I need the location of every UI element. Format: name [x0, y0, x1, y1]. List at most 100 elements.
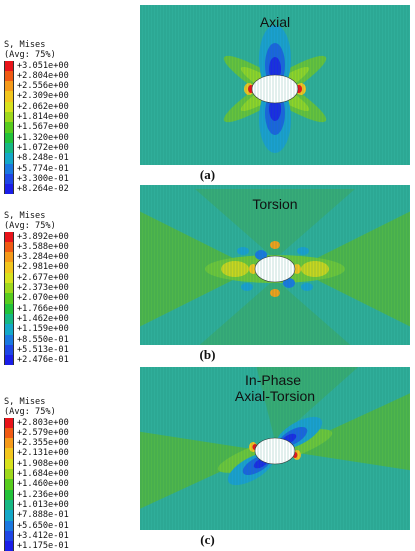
legend-swatch	[4, 427, 14, 439]
legend-value: +1.159e+00	[17, 324, 69, 335]
legend-swatch	[4, 499, 14, 511]
legend-value: +1.013e+00	[17, 499, 69, 510]
legend-value: +3.051e+00	[17, 60, 69, 71]
legend-swatch	[4, 313, 14, 325]
legend-entry: +2.804e+00	[4, 70, 136, 82]
legend-entry: +1.236e+00	[4, 489, 136, 500]
legend-swatch	[4, 479, 14, 490]
contour-plot-torsion: Torsion	[140, 185, 410, 345]
legend-swatch	[4, 324, 14, 335]
legend-value: +2.677e+00	[17, 272, 69, 283]
legend-swatch	[4, 252, 14, 263]
legend-title: S, Mises	[4, 40, 46, 50]
legend-swatch	[4, 510, 14, 521]
legend-entry: +1.814e+00	[4, 112, 136, 123]
legend-entry: +1.320e+00	[4, 132, 136, 143]
legend-value: +1.460e+00	[17, 479, 69, 490]
legend-value: +1.908e+00	[17, 458, 69, 469]
legend-swatch	[4, 458, 14, 470]
legend-swatch	[4, 417, 14, 428]
legend-swatch	[4, 448, 14, 459]
legend-entry: +3.284e+00	[4, 252, 136, 263]
legend-swatch	[4, 272, 14, 284]
legend-entry: +2.803e+00	[4, 417, 136, 428]
legend-swatch	[4, 231, 14, 242]
legend-entry: +2.677e+00	[4, 272, 136, 284]
legend-entry: +2.373e+00	[4, 283, 136, 294]
legend-swatch	[4, 355, 14, 366]
legend-value: +3.284e+00	[17, 252, 69, 263]
legend-entry: +2.981e+00	[4, 262, 136, 273]
legend-swatch	[4, 334, 14, 345]
legend-value: +2.804e+00	[17, 70, 69, 81]
legend-swatch	[4, 112, 14, 123]
legend-entry: +1.567e+00	[4, 122, 136, 133]
legend-value: +2.579e+00	[17, 427, 69, 438]
legend-c: S, Mises (Avg: 75%) +2.803e+00 +2.579e+00…	[4, 397, 136, 551]
legend-swatch	[4, 344, 14, 356]
legend-rows: +3.892e+00 +3.588e+00 +3.284e+00 +2.981e+00…	[4, 231, 136, 366]
legend-swatch	[4, 173, 14, 185]
legend-a: S, Mises (Avg: 75%) +3.051e+00 +2.804e+00…	[4, 40, 136, 195]
panel-a: S, Mises (Avg: 75%) +3.051e+00 +2.804e+00…	[0, 0, 415, 195]
legend-swatch	[4, 101, 14, 113]
legend-entry: +2.476e-01	[4, 355, 136, 366]
sim-label-torsion: Torsion	[252, 196, 297, 212]
legend-entry: +1.908e+00	[4, 458, 136, 470]
legend-swatch	[4, 184, 14, 195]
legend-value: +2.070e+00	[17, 293, 69, 304]
legend-value: +2.476e-01	[17, 355, 69, 366]
legend-swatch	[4, 541, 14, 551]
legend-swatch	[4, 469, 14, 480]
sim-label-in-phase: In-Phase Axial-Torsion	[235, 372, 315, 404]
legend-entry: +3.300e-01	[4, 173, 136, 185]
legend-entry: +1.013e+00	[4, 499, 136, 511]
legend-entry: +1.462e+00	[4, 313, 136, 325]
legend-value: +2.556e+00	[17, 81, 69, 92]
legend-value: +5.774e-01	[17, 163, 69, 174]
legend-value: +8.248e-01	[17, 153, 69, 164]
legend-entry: +2.131e+00	[4, 448, 136, 459]
legend-swatch	[4, 283, 14, 294]
legend-entry: +1.159e+00	[4, 324, 136, 335]
legend-entry: +8.264e-02	[4, 184, 136, 195]
legend-value: +5.650e-01	[17, 520, 69, 531]
legend-title: S, Mises	[4, 211, 46, 221]
legend-entry: +1.175e-01	[4, 541, 136, 551]
legend-value: +8.264e-02	[17, 184, 69, 195]
legend-rows: +3.051e+00 +2.804e+00 +2.556e+00 +2.309e+00…	[4, 60, 136, 195]
legend-entry: +1.072e+00	[4, 142, 136, 154]
sim-label-axial: Axial	[260, 14, 290, 30]
legend-value: +7.888e-01	[17, 510, 69, 521]
legend-value: +2.981e+00	[17, 262, 69, 273]
legend-entry: +8.248e-01	[4, 153, 136, 164]
legend-swatch	[4, 70, 14, 82]
legend-value: +3.588e+00	[17, 241, 69, 252]
caption-a: (a)	[199, 167, 216, 182]
caption-c: (c)	[200, 532, 215, 547]
legend-swatch	[4, 142, 14, 154]
legend-entry: +1.684e+00	[4, 469, 136, 480]
legend-avg: (Avg: 75%)	[4, 50, 56, 61]
legend-entry: +3.051e+00	[4, 60, 136, 71]
legend-value: +3.300e-01	[17, 173, 69, 184]
legend-value: +8.550e-01	[17, 334, 69, 345]
legend-swatch	[4, 520, 14, 531]
legend-entry: +7.888e-01	[4, 510, 136, 521]
panel-c: S, Mises (Avg: 75%) +2.803e+00 +2.579e+00…	[0, 365, 415, 551]
legend-value: +1.766e+00	[17, 303, 69, 314]
legend-value: +1.072e+00	[17, 142, 69, 153]
legend-value: +1.567e+00	[17, 122, 69, 133]
legend-value: +1.684e+00	[17, 469, 69, 480]
legend-entry: +1.766e+00	[4, 303, 136, 314]
legend-swatch	[4, 489, 14, 500]
legend-entry: +2.579e+00	[4, 427, 136, 439]
legend-swatch	[4, 132, 14, 143]
legend-entry: +2.309e+00	[4, 91, 136, 102]
legend-entry: +2.355e+00	[4, 438, 136, 449]
legend-swatch	[4, 262, 14, 273]
legend-value: +2.803e+00	[17, 417, 69, 428]
legend-value: +2.373e+00	[17, 283, 69, 294]
legend-value: +2.131e+00	[17, 448, 69, 459]
legend-value: +5.513e-01	[17, 344, 69, 355]
